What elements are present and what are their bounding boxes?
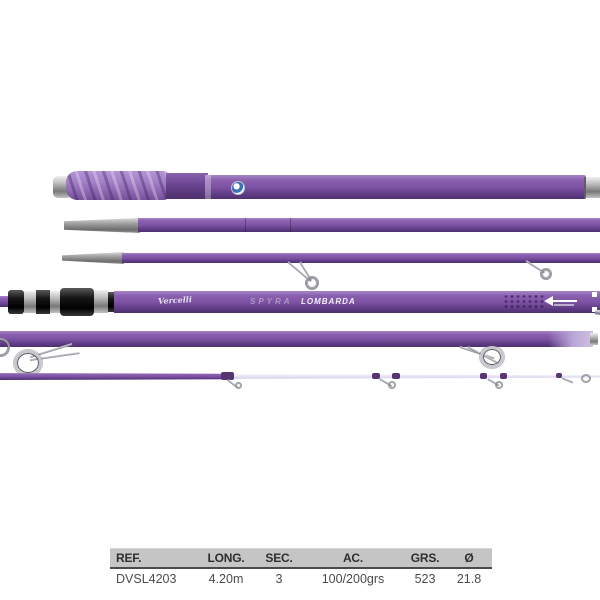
rod1-ferrule xyxy=(584,177,600,198)
rod6-purple-part xyxy=(0,373,230,380)
reelseat-knob xyxy=(8,290,24,314)
rod6-guide3-foot1 xyxy=(480,373,487,379)
rod1-blank xyxy=(205,175,586,199)
spec-header-sec: SEC. xyxy=(265,551,293,565)
rod-grip xyxy=(66,171,169,200)
brand-script-logo: Vercelli xyxy=(157,294,193,306)
rod2-joint xyxy=(64,218,140,233)
rod6-guide2-foot1 xyxy=(372,373,380,379)
rod6-guide1-foot xyxy=(221,372,234,380)
rod-section-tip xyxy=(0,368,600,390)
spec-value-ref: DVSL4203 xyxy=(116,572,177,586)
spec-value-ac: 100/200grs xyxy=(321,572,385,586)
spec-header-grs: GRS. xyxy=(410,551,440,565)
end-metal-tip xyxy=(594,309,600,316)
direction-arrow-icon xyxy=(544,296,578,308)
rod3-guide1-ring xyxy=(305,276,319,290)
rod-section-3 xyxy=(0,248,600,292)
spec-value-long: 4.20m xyxy=(208,572,244,586)
reelseat-chrome-1 xyxy=(24,291,36,313)
rod-butt-cap xyxy=(53,176,69,198)
arrow-head xyxy=(544,296,553,306)
reelseat-stub xyxy=(0,296,12,307)
reelseat-black-1 xyxy=(36,290,50,314)
rod6-guide3-ring xyxy=(495,381,503,389)
rod4-end-cap xyxy=(578,291,600,316)
arrow-tail xyxy=(552,300,577,302)
rod5-guide1-ring xyxy=(14,350,42,376)
spec-header-diameter: Ø xyxy=(464,551,474,565)
rod2-seam-1 xyxy=(245,218,246,232)
rod5-guide2-ring xyxy=(480,346,504,368)
rod3-joint xyxy=(62,252,124,264)
spec-value-grs: 523 xyxy=(414,572,436,586)
spec-table-header-row: REF. LONG. SEC. AC. GRS. Ø xyxy=(110,548,492,569)
rod1-light-stripe xyxy=(205,175,211,199)
rod6-guide3-foot2 xyxy=(500,373,507,379)
rod4-blank xyxy=(114,291,592,313)
end-notch-bottom xyxy=(592,307,597,312)
rod5-end xyxy=(590,333,598,345)
reelseat-chrome-3 xyxy=(94,290,108,313)
rod2-seam-2 xyxy=(290,218,291,232)
spec-value-sec: 3 xyxy=(275,572,283,586)
rod3-blank xyxy=(122,253,600,263)
reelseat-chrome-2 xyxy=(50,291,60,313)
rod-section-2 xyxy=(0,215,600,237)
rod3-guide2-ring xyxy=(540,268,552,280)
reelseat-black-2 xyxy=(108,292,116,312)
rod6-white-tip xyxy=(228,374,600,379)
reelseat-barrel xyxy=(60,288,94,316)
spec-header-ac: AC. xyxy=(342,551,364,565)
rod6-tiptop-ring xyxy=(581,374,591,383)
rod-section-5 xyxy=(0,326,600,376)
rod6-guide2-foot2 xyxy=(392,373,400,379)
end-notch-top xyxy=(592,292,597,297)
rod5-blank xyxy=(0,331,593,347)
spec-table-data-row: DVSL4203 4.20m 3 100/200grs 523 21.8 mm xyxy=(110,569,492,590)
rod6-tiptop-wire xyxy=(561,377,574,383)
rod6-tiptop-foot xyxy=(556,373,562,378)
rod-section-butt xyxy=(0,168,600,204)
rod5-tip-fade xyxy=(548,331,593,347)
rod6-guide2-ring xyxy=(388,381,396,389)
spec-table: REF. LONG. SEC. AC. GRS. Ø DVSL4203 4.20… xyxy=(110,548,492,590)
spec-value-diameter: 21.8 mm xyxy=(456,572,482,586)
model-name: LOMBARDA xyxy=(301,297,356,306)
rod6-guide1-ring xyxy=(235,382,242,389)
rod-section-main: Vercelli SPYRA LOMBARDA xyxy=(0,286,600,316)
series-name: SPYRA xyxy=(250,297,293,306)
grip-wrap-texture xyxy=(66,171,169,200)
arrow-caption-line xyxy=(554,304,574,306)
rod4-dot-texture xyxy=(503,294,545,310)
rod2-blank xyxy=(138,218,600,232)
spec-header-ref: REF. xyxy=(116,551,142,565)
rod1-transition xyxy=(166,173,208,199)
brand-badge-icon xyxy=(231,181,245,195)
spec-header-long: LONG. xyxy=(207,551,245,565)
